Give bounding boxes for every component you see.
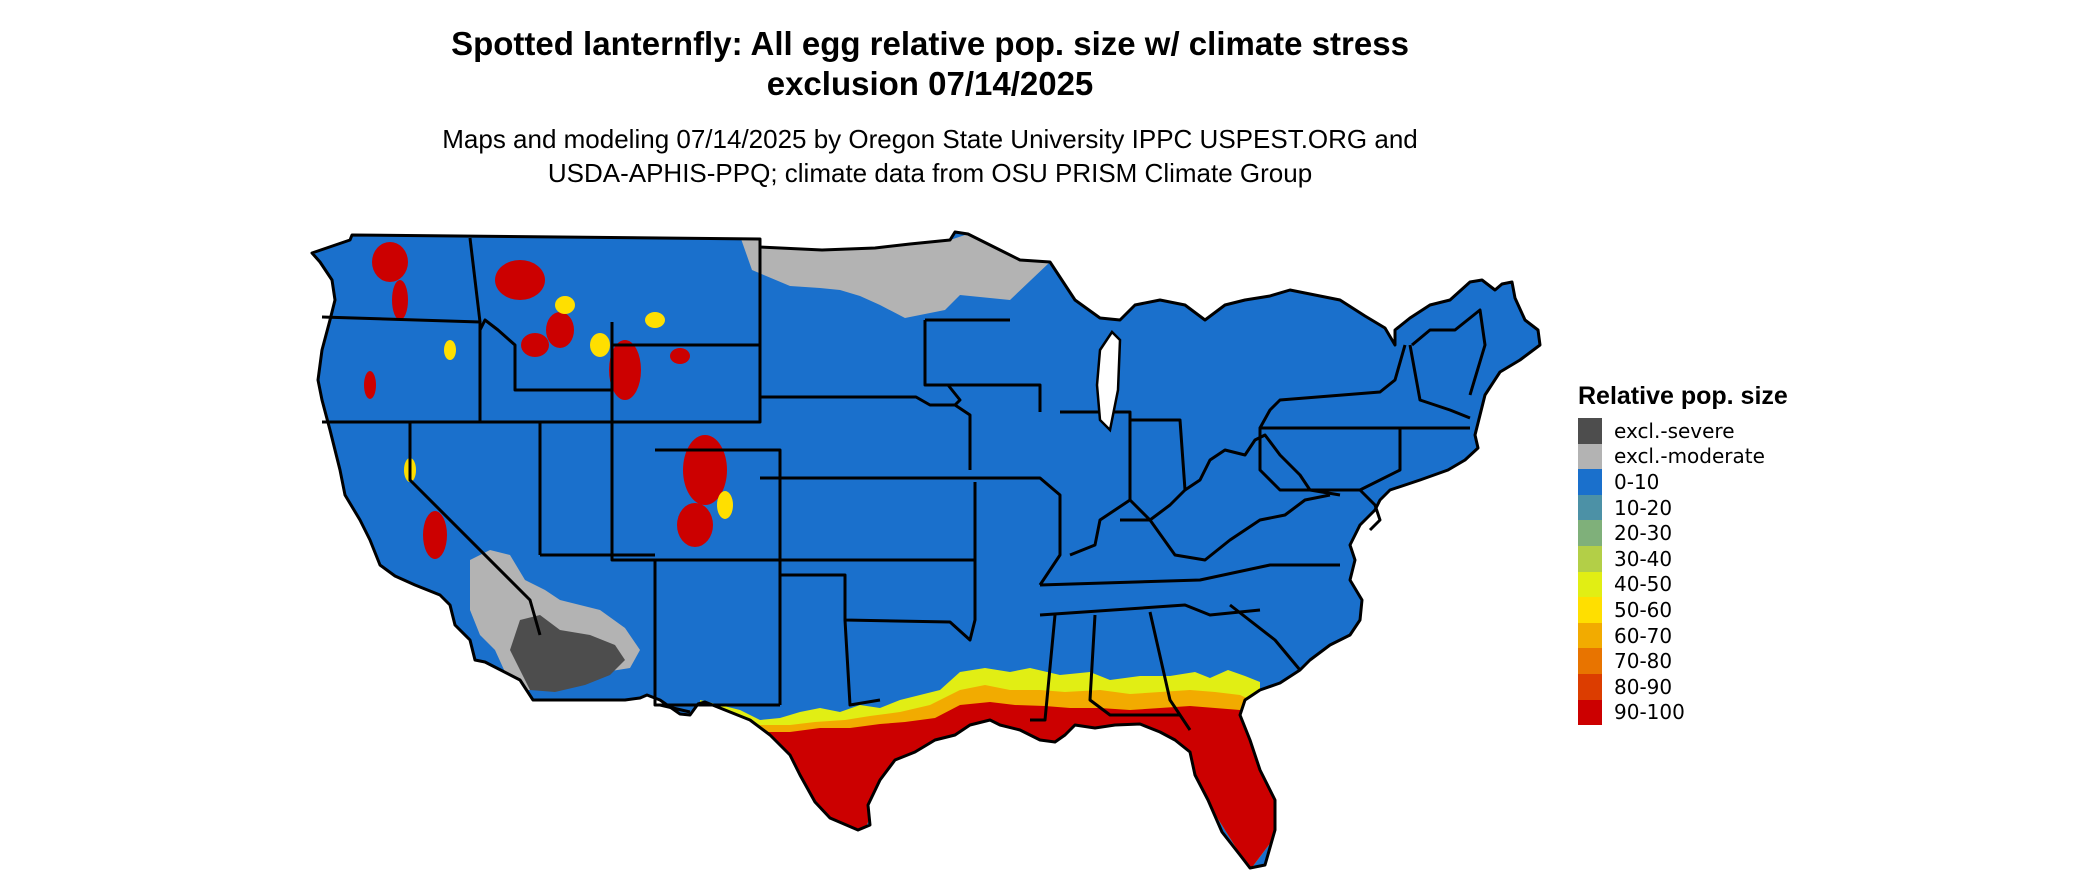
legend-swatch bbox=[1578, 418, 1602, 444]
legend-swatch bbox=[1578, 520, 1602, 546]
legend-label: 0-10 bbox=[1614, 469, 1660, 494]
zone-90-100-west bbox=[364, 242, 727, 559]
map-subtitle-line1: Maps and modeling 07/14/2025 by Oregon S… bbox=[442, 124, 1418, 154]
map-subtitle-line2: USDA-APHIS-PPQ; climate data from OSU PR… bbox=[547, 158, 1313, 188]
legend-label: 40-50 bbox=[1614, 572, 1673, 597]
legend-swatch bbox=[1578, 597, 1602, 623]
legend-swatch bbox=[1578, 622, 1602, 649]
legend-swatch bbox=[1578, 469, 1602, 495]
legend-item: 10-20 bbox=[1578, 494, 1788, 521]
state-borders bbox=[310, 230, 1542, 870]
legend-swatch bbox=[1578, 673, 1602, 700]
legend-swatch bbox=[1578, 648, 1602, 674]
legend-label: excl.-moderate bbox=[1614, 444, 1765, 469]
legend-item: 70-80 bbox=[1578, 648, 1788, 674]
legend-swatch bbox=[1578, 494, 1602, 521]
map-title-line1: Spotted lanternfly: All egg relative pop… bbox=[451, 25, 1409, 62]
legend-item: 90-100 bbox=[1578, 699, 1788, 726]
map-title-line2: exclusion 07/14/2025 bbox=[766, 65, 1094, 102]
legend-label: 10-20 bbox=[1614, 495, 1673, 520]
legend-label: 70-80 bbox=[1614, 649, 1673, 674]
legend-label: 50-60 bbox=[1614, 597, 1673, 622]
legend-title: Relative pop. size bbox=[1578, 382, 1788, 410]
zone-90-100-south bbox=[760, 702, 1280, 868]
legend-label: 60-70 bbox=[1614, 623, 1673, 648]
zone-excl-moderate-north bbox=[650, 234, 1050, 318]
us-map bbox=[300, 222, 1560, 892]
us-map-svg bbox=[310, 230, 1542, 870]
legend-swatch bbox=[1578, 571, 1602, 598]
legend-label: 80-90 bbox=[1614, 674, 1673, 699]
legend-swatch bbox=[1578, 699, 1602, 726]
legend-item: 50-60 bbox=[1578, 597, 1788, 623]
legend-items: excl.-severe excl.-moderate 0-10 10-20 20-30… bbox=[1578, 418, 1788, 726]
map-subtitle: Maps and modeling 07/14/2025 by Oregon S… bbox=[320, 122, 1540, 190]
legend-item: excl.-severe bbox=[1578, 418, 1788, 444]
legend-item: 20-30 bbox=[1578, 520, 1788, 546]
legend-item: excl.-moderate bbox=[1578, 443, 1788, 470]
map-title: Spotted lanternfly: All egg relative pop… bbox=[320, 24, 1540, 104]
legend-label: excl.-severe bbox=[1614, 418, 1735, 443]
legend-swatch bbox=[1578, 545, 1602, 572]
legend-item: 60-70 bbox=[1578, 622, 1788, 649]
legend-item: 30-40 bbox=[1578, 545, 1788, 572]
legend-label: 20-30 bbox=[1614, 521, 1673, 546]
legend: Relative pop. size excl.-severe excl.-mod… bbox=[1578, 380, 1788, 726]
legend-item: 0-10 bbox=[1578, 469, 1788, 495]
great-lakes bbox=[1095, 330, 1122, 433]
legend-label: 90-100 bbox=[1614, 700, 1685, 725]
legend-item: 80-90 bbox=[1578, 673, 1788, 700]
lake-michigan bbox=[1095, 330, 1122, 433]
legend-label: 30-40 bbox=[1614, 546, 1673, 571]
legend-item: 40-50 bbox=[1578, 571, 1788, 598]
legend-swatch bbox=[1578, 443, 1602, 470]
